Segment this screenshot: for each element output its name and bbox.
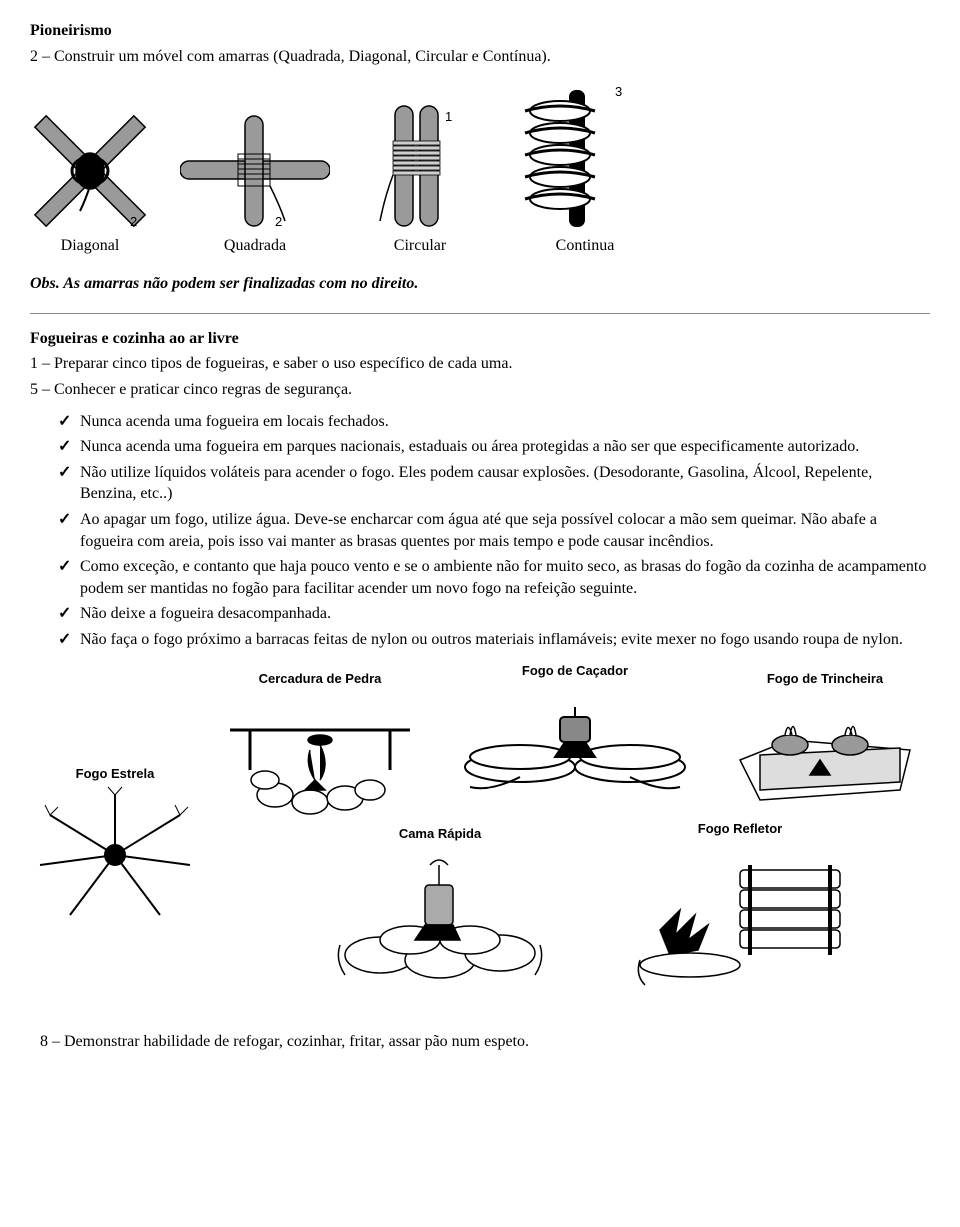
section2-item5: 5 – Conhecer e praticar cinco regras de … [30,379,930,401]
cama-rapida-icon [330,845,550,985]
continuous-lashing-icon: 3 [510,81,660,231]
rule-item: Não deixe a fogueira desacompanhada. [58,603,930,625]
round-lashing-icon: 1 [360,101,480,231]
obs-line: Obs. As amarras não podem ser finalizada… [30,273,930,295]
lashing-labels-row: Diagonal Quadrada Circular Continua [30,237,930,255]
fire-cercadura-caption: Cercadura de Pedra [220,671,420,686]
fire-cacador: Fogo de Caçador [460,663,690,802]
fire-cercadura: Cercadura de Pedra [220,671,420,820]
obs-text: As amarras não podem ser finalizadas com… [60,275,419,292]
rule-item: Como exceção, e contanto que haja pouco … [58,556,930,599]
diagonal-lashing-icon: 2 [30,111,150,231]
label-circular: Circular [360,237,480,255]
label-quadrada: Quadrada [180,237,330,255]
fogo-trincheira-icon [730,690,920,810]
fogo-refletor-icon [630,840,850,990]
lashing-figures-row: 2 2 [30,81,930,231]
fig-continua: 3 [510,81,660,231]
divider [30,313,930,314]
fig-circular: 1 [360,101,480,231]
section2-title: Fogueiras e cozinha ao ar livre [30,328,930,350]
rule-item: Não utilize líquidos voláteis para acend… [58,462,930,505]
fire-estrela: Fogo Estrela [30,766,200,925]
fire-refletor-caption: Fogo Refletor [630,821,850,836]
section1-item: 2 – Construir um móvel com amarras (Quad… [30,46,930,68]
fogo-estrela-icon [30,785,200,925]
square-lashing-icon: 2 [180,111,330,231]
label-diagonal: Diagonal [30,237,150,255]
fig-number: 2 [130,214,137,229]
fig-number: 1 [445,109,452,124]
fire-cama: Cama Rápida [330,826,550,985]
rule-item: Nunca acenda uma fogueira em parques nac… [58,436,930,458]
fig-quadrada: 2 [180,111,330,231]
fig-number: 2 [275,214,282,229]
fogo-cacador-icon [460,682,690,802]
obs-label: Obs. [30,275,60,292]
fig-diagonal: 2 [30,111,150,231]
bottom-line: 8 – Demonstrar habilidade de refogar, co… [30,1031,930,1053]
fire-gallery: Fogo Estrela Cercadura de Pedra [30,671,930,991]
fire-trincheira: Fogo de Trincheira [730,671,920,810]
cercadura-pedra-icon [220,690,420,820]
section2-item1: 1 – Preparar cinco tipos de fogueiras, e… [30,353,930,375]
fire-estrela-caption: Fogo Estrela [30,766,200,781]
fire-refletor: Fogo Refletor [630,821,850,990]
rule-item: Nunca acenda uma fogueira em locais fech… [58,411,930,433]
section1-title: Pioneirismo [30,20,930,42]
label-continua: Continua [510,237,660,255]
rule-item: Ao apagar um fogo, utilize água. Deve-se… [58,509,930,552]
fire-cacador-caption: Fogo de Caçador [460,663,690,678]
fire-trincheira-caption: Fogo de Trincheira [730,671,920,686]
rule-item: Não faça o fogo próximo a barracas feita… [58,629,930,651]
fire-cama-caption: Cama Rápida [330,826,550,841]
fig-number: 3 [615,84,622,99]
rules-list: Nunca acenda uma fogueira em locais fech… [30,411,930,651]
